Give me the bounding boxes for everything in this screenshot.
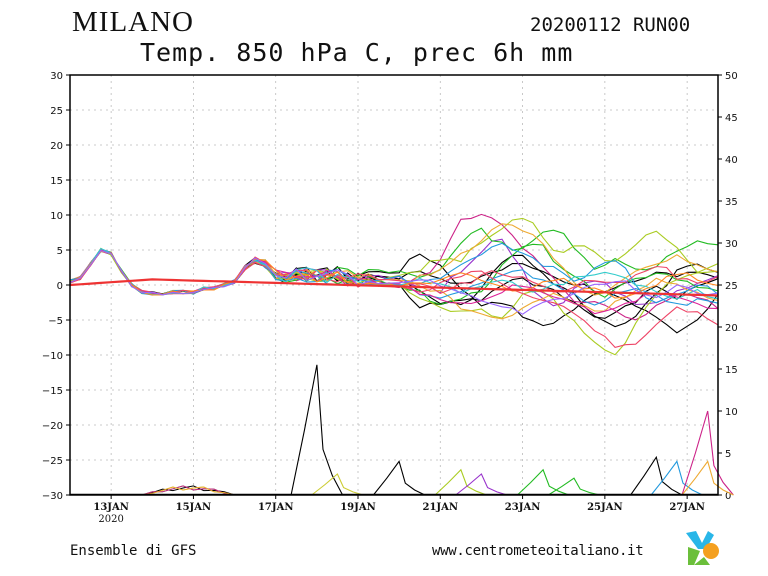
y-tick-label-left: 5 xyxy=(57,246,63,257)
axis-ticks: 302520151050−5−10−15−20−25−3050454035302… xyxy=(42,71,738,525)
series-group xyxy=(69,213,719,356)
precip-member-line xyxy=(517,468,570,496)
x-tick-label: 27JAN xyxy=(669,502,705,513)
x-tick-label: 23JAN xyxy=(505,502,541,513)
footer-website-link[interactable]: www.centrometeoitaliano.it xyxy=(432,543,644,559)
temperature-member-line xyxy=(69,248,719,328)
centrometeoitaliano-logo-icon xyxy=(684,529,720,567)
precip-member-line xyxy=(630,455,683,496)
y-tick-label-right: 0 xyxy=(725,491,731,502)
y-tick-label-left: −15 xyxy=(42,386,63,397)
precip-member-line xyxy=(548,477,600,496)
footer-source: Ensemble di GFS xyxy=(70,543,197,559)
y-tick-label-left: 0 xyxy=(57,281,63,292)
y-tick-label-right: 5 xyxy=(725,449,731,460)
y-tick-label-right: 35 xyxy=(725,197,738,208)
y-tick-label-left: −25 xyxy=(42,456,63,467)
precip-member-line xyxy=(455,473,508,496)
x-tick-label: 15JAN xyxy=(176,502,212,513)
x-tick-label: 21JAN xyxy=(423,502,459,513)
y-tick-label-left: 10 xyxy=(50,211,63,222)
y-tick-label-left: −10 xyxy=(42,351,63,362)
x-tick-label: 19JAN xyxy=(340,502,376,513)
precip-member-line xyxy=(434,468,487,496)
y-tick-label-left: −20 xyxy=(42,421,63,432)
y-tick-label-left: 25 xyxy=(50,106,63,117)
grid xyxy=(70,75,718,495)
x-tick-label: 13JAN xyxy=(93,502,129,513)
x-tick-sublabel: 2020 xyxy=(98,514,123,525)
precip-member-line xyxy=(141,485,235,496)
temperature-member-line xyxy=(69,243,719,305)
y-tick-label-right: 40 xyxy=(725,155,738,166)
precip-member-line xyxy=(681,410,734,496)
y-tick-label-left: 30 xyxy=(50,71,63,82)
precip-member-line xyxy=(372,460,426,496)
y-tick-label-right: 15 xyxy=(725,365,738,376)
y-tick-label-right: 25 xyxy=(725,281,738,292)
precip-member-line xyxy=(141,486,235,496)
precip-member-line xyxy=(311,473,364,496)
precip-member-line xyxy=(650,460,703,496)
y-tick-label-right: 45 xyxy=(725,113,738,124)
precip-group xyxy=(70,364,734,496)
precip-member-line xyxy=(681,460,734,496)
y-tick-label-right: 10 xyxy=(725,407,738,418)
y-tick-label-right: 20 xyxy=(725,323,738,334)
x-tick-label: 17JAN xyxy=(258,502,294,513)
y-tick-label-right: 30 xyxy=(725,239,738,250)
temperature-member-line xyxy=(69,250,719,299)
y-tick-label-left: 20 xyxy=(50,141,63,152)
climatology-line xyxy=(69,278,719,297)
plot-frame xyxy=(69,74,719,496)
chart-variable-title: Temp. 850 hPa C, prec 6h mm xyxy=(140,38,574,67)
chart-run-label: 20200112 RUN00 xyxy=(530,14,691,36)
temperature-member-line xyxy=(69,213,719,321)
temperature-member-line xyxy=(69,250,719,356)
temperature-member-line xyxy=(69,247,719,300)
y-tick-label-left: 15 xyxy=(50,176,63,187)
y-tick-label-left: −5 xyxy=(48,316,63,327)
y-tick-label-right: 50 xyxy=(725,71,738,82)
x-tick-label: 25JAN xyxy=(587,502,623,513)
chart-title-city: MILANO xyxy=(72,6,194,38)
y-tick-label-left: −30 xyxy=(42,491,63,502)
precip-member-line xyxy=(290,364,344,496)
temperature-member-line xyxy=(69,249,719,315)
